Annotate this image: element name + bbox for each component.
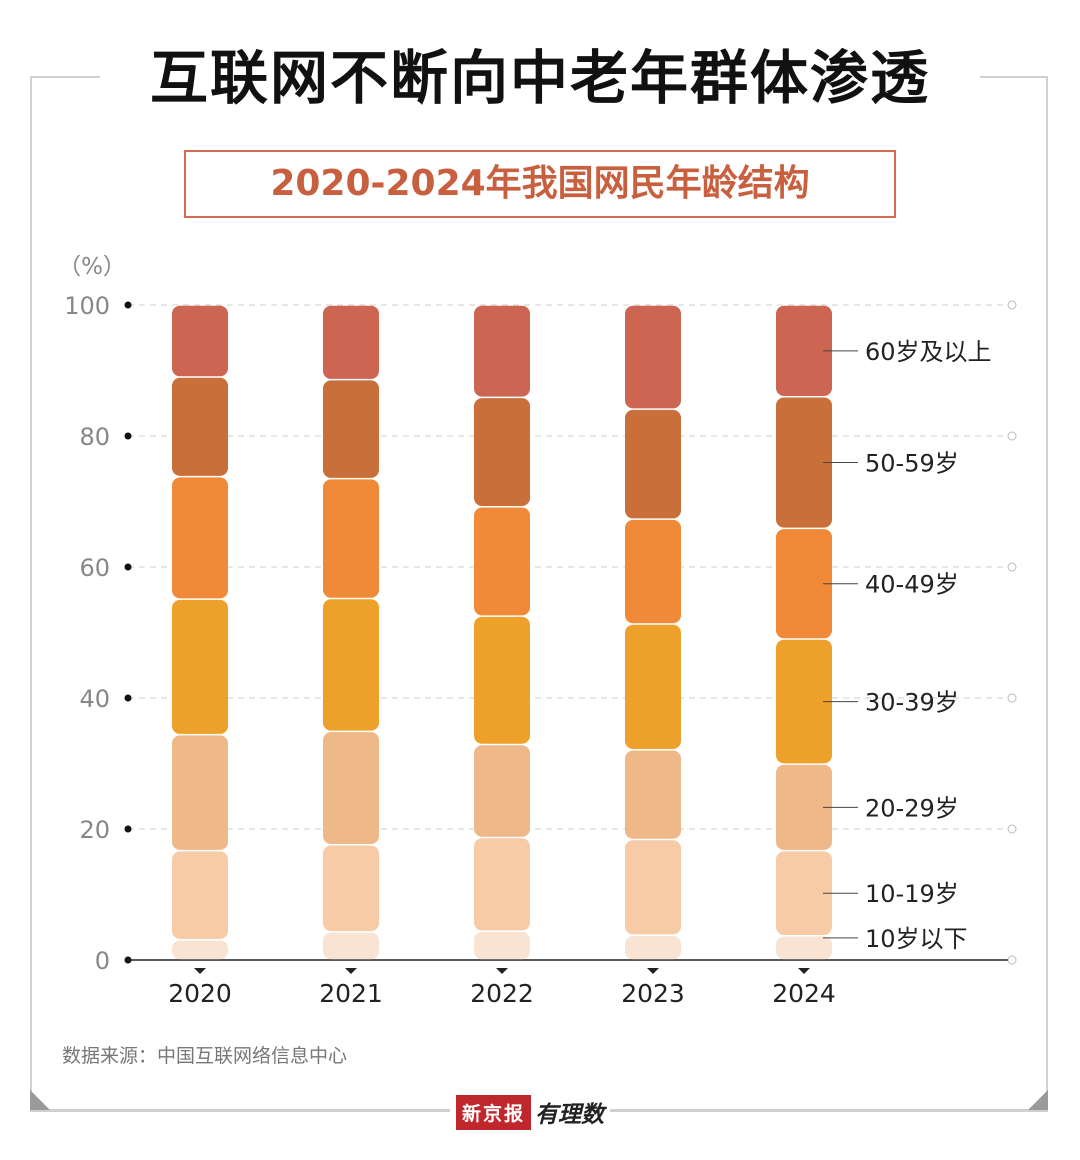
y-tick-label: 80: [79, 423, 110, 451]
bar-segment: [625, 840, 681, 935]
x-tick-label: 2024: [772, 979, 836, 1008]
x-tick-marker: [496, 968, 508, 974]
bar-segment: [323, 380, 379, 478]
gridline-end-marker: [1007, 562, 1017, 572]
brand-column: 有理数: [535, 1101, 605, 1128]
gridline-end-marker: [1007, 955, 1017, 965]
bar-segment: [776, 305, 832, 396]
series-label: 30-39岁: [865, 689, 959, 717]
y-tick-dot: [124, 825, 132, 833]
bar-segment: [172, 599, 228, 734]
bar-segment: [474, 616, 530, 744]
y-tick-label: 100: [64, 292, 110, 320]
y-tick-dot: [124, 563, 132, 571]
frame-corner-left: [30, 1090, 50, 1110]
y-tick-dot: [124, 301, 132, 309]
series-label: 10-19岁: [865, 880, 959, 908]
bar-segment: [776, 397, 832, 528]
data-source: 数据来源：中国互联网络信息中心: [62, 1045, 348, 1067]
gridline-end-marker: [1007, 300, 1017, 310]
bar-segment: [172, 940, 228, 960]
series-label: 60岁及以上: [865, 338, 992, 366]
bar-segment: [776, 851, 832, 936]
bar-segment: [625, 624, 681, 749]
y-tick-dot: [124, 694, 132, 702]
bar-segment: [776, 764, 832, 850]
x-tick-label: 2022: [470, 979, 534, 1008]
y-tick-label: 0: [95, 947, 110, 975]
x-tick-marker: [194, 968, 206, 974]
gridline-end-marker: [1007, 693, 1017, 703]
bar-segment: [474, 507, 530, 616]
brand-logo: 新京报 有理数: [450, 1094, 611, 1130]
x-tick-marker: [798, 968, 810, 974]
x-tick-label: 2021: [319, 979, 383, 1008]
y-tick-label: 60: [79, 554, 110, 582]
bar-segment: [625, 409, 681, 519]
x-tick-label: 2020: [168, 979, 232, 1008]
x-tick-marker: [647, 968, 659, 974]
y-tick-dot: [124, 432, 132, 440]
x-tick-label: 2023: [621, 979, 685, 1008]
frame-corner-right: [1028, 1090, 1048, 1110]
gridline-end-marker: [1007, 431, 1017, 441]
y-axis-unit: （%）: [58, 254, 126, 280]
brand-name: 新京报: [456, 1094, 532, 1130]
x-tick-marker: [345, 968, 357, 974]
series-label: 50-59岁: [865, 450, 959, 478]
bar-segment: [323, 305, 379, 379]
series-label: 10岁以下: [865, 925, 968, 953]
stacked-bar-chart: （%） 0 20 40 60 80 100 2020 2021 2022 2023 2024 10岁以下…: [58, 254, 1017, 1008]
bar-segment: [474, 838, 530, 931]
bar-segment: [776, 639, 832, 764]
bar-segment: [625, 519, 681, 624]
series-label: 40-49岁: [865, 571, 959, 599]
bar-segment: [172, 477, 228, 599]
bar-segment: [474, 305, 530, 397]
y-tick-label: 40: [79, 685, 110, 713]
gridline-end-marker: [1007, 824, 1017, 834]
bar-segment: [474, 398, 530, 506]
bar-segment: [323, 732, 379, 844]
bar-segment: [625, 305, 681, 409]
bar-segment: [625, 750, 681, 839]
bar-segment: [172, 377, 228, 476]
bar-segment: [172, 305, 228, 377]
bar-segment: [474, 931, 530, 960]
main-title: 互联网不断向中老年群体渗透: [100, 36, 980, 120]
bar-segment: [323, 845, 379, 932]
bar-segment: [625, 935, 681, 960]
bar-segment: [323, 479, 379, 598]
bar-segment: [776, 529, 832, 639]
bar-segment: [172, 851, 228, 939]
series-label: 20-29岁: [865, 794, 959, 822]
bar-segment: [776, 936, 832, 960]
bar-segment: [474, 745, 530, 837]
y-tick-label: 20: [79, 816, 110, 844]
bar-segment: [323, 932, 379, 960]
bar-segment: [323, 599, 379, 731]
chart-subtitle: 2020-2024年我国网民年龄结构: [184, 150, 896, 218]
bar-segment: [172, 735, 228, 850]
